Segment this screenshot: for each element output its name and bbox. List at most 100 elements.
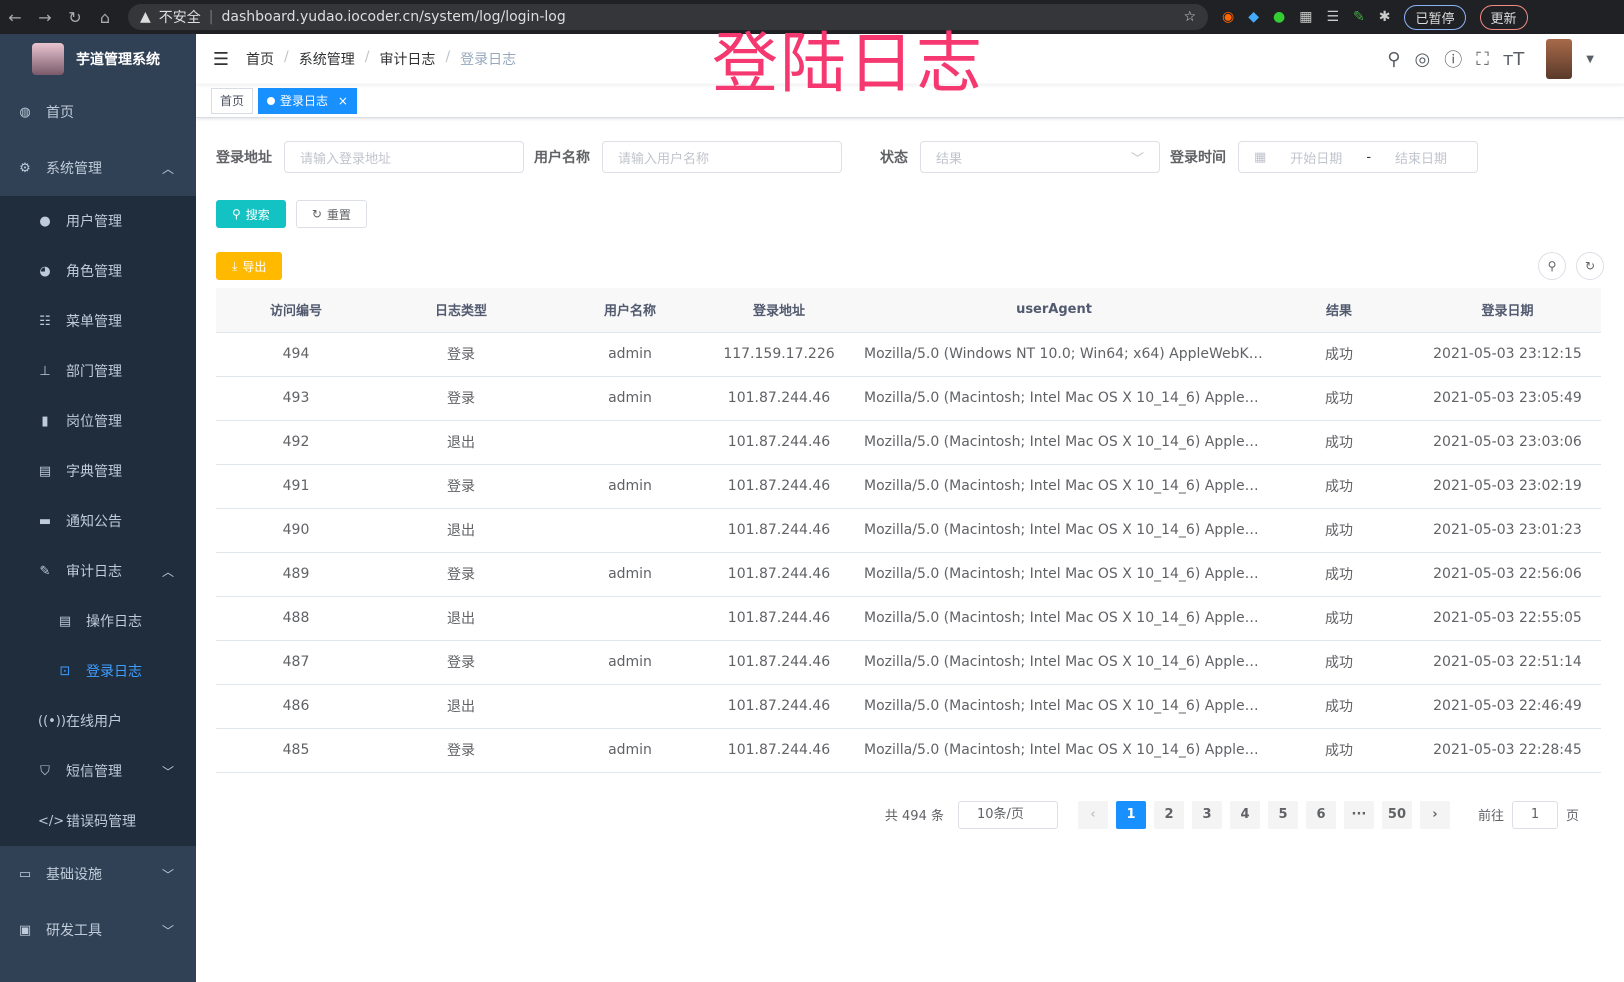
table-cell: admin	[546, 332, 714, 377]
table-cell: Mozilla/5.0 (Macintosh; Intel Mac OS X 1…	[844, 552, 1264, 597]
sidebar-item-home[interactable]: ◍ 首页	[0, 84, 196, 140]
table-cell: 489	[216, 552, 376, 597]
ip-input[interactable]: 请输入登录地址	[284, 141, 524, 173]
github-icon[interactable]: ◎	[1414, 48, 1431, 70]
breadcrumb-item[interactable]: 首页	[246, 52, 274, 68]
date-range-picker[interactable]: ▦ 开始日期 - 结束日期	[1238, 141, 1478, 173]
search-icon[interactable]: ⚲	[1387, 48, 1401, 70]
sidebar-item-dict[interactable]: ▤ 字典管理	[0, 446, 196, 496]
watermark-title: 登陆日志	[712, 25, 984, 102]
sidebar-item-notice[interactable]: ▬ 通知公告	[0, 496, 196, 546]
refresh-button[interactable]: ↻	[1576, 252, 1604, 280]
range-separator: -	[1366, 149, 1372, 165]
page-button[interactable]: 50	[1381, 800, 1412, 829]
code-icon: </>	[38, 813, 65, 829]
reset-button[interactable]: ↻ 重置	[295, 200, 367, 228]
export-button[interactable]: ⤓ 导出	[216, 252, 283, 280]
table-cell: Mozilla/5.0 (Macintosh; Intel Mac OS X 1…	[844, 420, 1264, 465]
goto-page-input[interactable]: 1	[1511, 800, 1558, 829]
toggle-search-button[interactable]: ⚲	[1538, 252, 1566, 280]
sidebar-item-user[interactable]: ● 用户管理	[0, 196, 196, 246]
forward-icon[interactable]: →	[38, 7, 52, 27]
insecure-label: 不安全	[158, 10, 201, 26]
table-cell: 494	[216, 332, 376, 377]
extension-icon[interactable]: ◆	[1248, 9, 1259, 25]
sidebar-item-menu[interactable]: ☷ 菜单管理	[0, 296, 196, 346]
close-icon[interactable]: ×	[337, 93, 348, 108]
page-button[interactable]: 5	[1267, 800, 1298, 829]
avatar[interactable]	[1546, 39, 1573, 79]
page-button[interactable]: 3	[1191, 800, 1222, 829]
font-size-icon[interactable]: ᴛT	[1502, 48, 1525, 70]
sidebar-item-infra[interactable]: ▭ 基础设施 ﹀	[0, 846, 196, 902]
sidebar-item-login-log[interactable]: ⊡ 登录日志	[0, 646, 196, 696]
form-icon: ▤	[58, 613, 72, 629]
placeholder: 请输入用户名称	[618, 151, 710, 167]
extension-icon[interactable]: ▦	[1299, 9, 1313, 25]
page-button[interactable]: ···	[1343, 800, 1374, 829]
status-select[interactable]: 结果 ﹀	[920, 141, 1160, 173]
back-icon[interactable]: ←	[8, 7, 22, 27]
search-button[interactable]: ⚲ 搜索	[216, 200, 286, 228]
sidebar-item-role[interactable]: ◕ 角色管理	[0, 246, 196, 296]
sidebar-item-sms[interactable]: ⛉ 短信管理 ﹀	[0, 746, 196, 796]
placeholder: 请输入登录地址	[300, 151, 392, 167]
main-area: ☰ 首页 / 系统管理 / 审计日志 / 登录日志 登陆日志 ⚲ ◎ ⓘ ⛶ ᴛT ▼…	[196, 25, 1624, 982]
caret-down-icon[interactable]: ▼	[1586, 53, 1594, 65]
home-icon[interactable]: ⌂	[99, 7, 111, 27]
extension-icon[interactable]: ●	[1273, 9, 1286, 25]
table-cell	[546, 420, 714, 465]
sidebar-item-post[interactable]: ▮ 岗位管理	[0, 396, 196, 446]
reload-icon[interactable]: ↻	[68, 7, 82, 27]
page-button[interactable]: 2	[1153, 800, 1184, 829]
update-button[interactable]: 更新	[1479, 4, 1528, 30]
table-cell: 成功	[1264, 376, 1414, 421]
tag-home[interactable]: 首页	[211, 87, 254, 114]
fullscreen-icon[interactable]: ⛶	[1476, 48, 1489, 70]
url-text[interactable]: dashboard.yudao.iocoder.cn/system/log/lo…	[221, 9, 566, 25]
sidebar-item-online[interactable]: ((•)) 在线用户	[0, 696, 196, 746]
table-cell: 101.87.244.46	[714, 376, 844, 421]
sidebar-item-operate-log[interactable]: ▤ 操作日志	[0, 596, 196, 646]
sidebar-item-system[interactable]: ⚙ 系统管理 ︿	[0, 140, 196, 196]
breadcrumb-item: 审计日志	[379, 52, 436, 68]
start-date[interactable]: 开始日期	[1290, 151, 1343, 167]
table-row: 488 退出 101.87.244.46 Mozilla/5.0 (Macintosh…	[216, 596, 1601, 641]
goto-value: 1	[1530, 806, 1540, 822]
profile-button[interactable]: 已暂停	[1404, 4, 1466, 30]
hamburger-icon[interactable]: ☰	[212, 48, 230, 70]
username-input[interactable]: 请输入用户名称	[602, 141, 842, 173]
goto-label: 前往	[1477, 809, 1504, 824]
online-icon: ((•))	[38, 713, 66, 729]
help-icon[interactable]: ⓘ	[1444, 50, 1463, 71]
page-button[interactable]: 6	[1305, 800, 1336, 829]
sidebar-logo[interactable]: 芋道管理系统	[0, 34, 196, 84]
end-date[interactable]: 结束日期	[1395, 151, 1448, 167]
page-size-select[interactable]: 10条/页	[957, 800, 1058, 829]
extension-icon[interactable]: ◉	[1222, 9, 1235, 25]
page-button[interactable]: 1	[1115, 800, 1146, 829]
table-row: 494 登录 admin 117.159.17.226 Mozilla/5.0 (Win…	[216, 332, 1601, 377]
page-button[interactable]: 4	[1229, 800, 1260, 829]
table-cell: 成功	[1264, 464, 1414, 509]
sidebar-item-tool[interactable]: ▣ 研发工具 ﹀	[0, 902, 196, 958]
table-cell: 101.87.244.46	[714, 728, 844, 773]
sidebar-item-dept[interactable]: ⊥ 部门管理	[0, 346, 196, 396]
star-icon[interactable]: ☆	[1183, 9, 1196, 25]
table-cell: 成功	[1264, 420, 1414, 465]
sidebar-item-error-code[interactable]: </> 错误码管理	[0, 796, 196, 846]
sidebar-item-audit-log[interactable]: ✎ 审计日志 ︿	[0, 546, 196, 596]
puzzle-icon[interactable]: ✱	[1378, 9, 1391, 25]
table-cell: 成功	[1264, 728, 1414, 773]
address-bar[interactable]: ▲ 不安全 | dashboard.yudao.iocoder.cn/syste…	[128, 4, 1208, 30]
tag-login-log[interactable]: 登录日志 ×	[258, 87, 357, 114]
table-cell: admin	[546, 728, 714, 773]
table-cell: 101.87.244.46	[714, 684, 844, 729]
extension-icon[interactable]: ✎	[1353, 9, 1365, 25]
label: 操作日志	[86, 614, 142, 630]
table-cell: 2021-05-03 23:03:06	[1414, 420, 1601, 465]
extension-icon[interactable]: ☰	[1326, 9, 1340, 25]
next-page-button[interactable]: ›	[1419, 800, 1450, 829]
table-cell: Mozilla/5.0 (Macintosh; Intel Mac OS X 1…	[844, 464, 1264, 509]
prev-page-button[interactable]: ‹	[1077, 800, 1108, 829]
